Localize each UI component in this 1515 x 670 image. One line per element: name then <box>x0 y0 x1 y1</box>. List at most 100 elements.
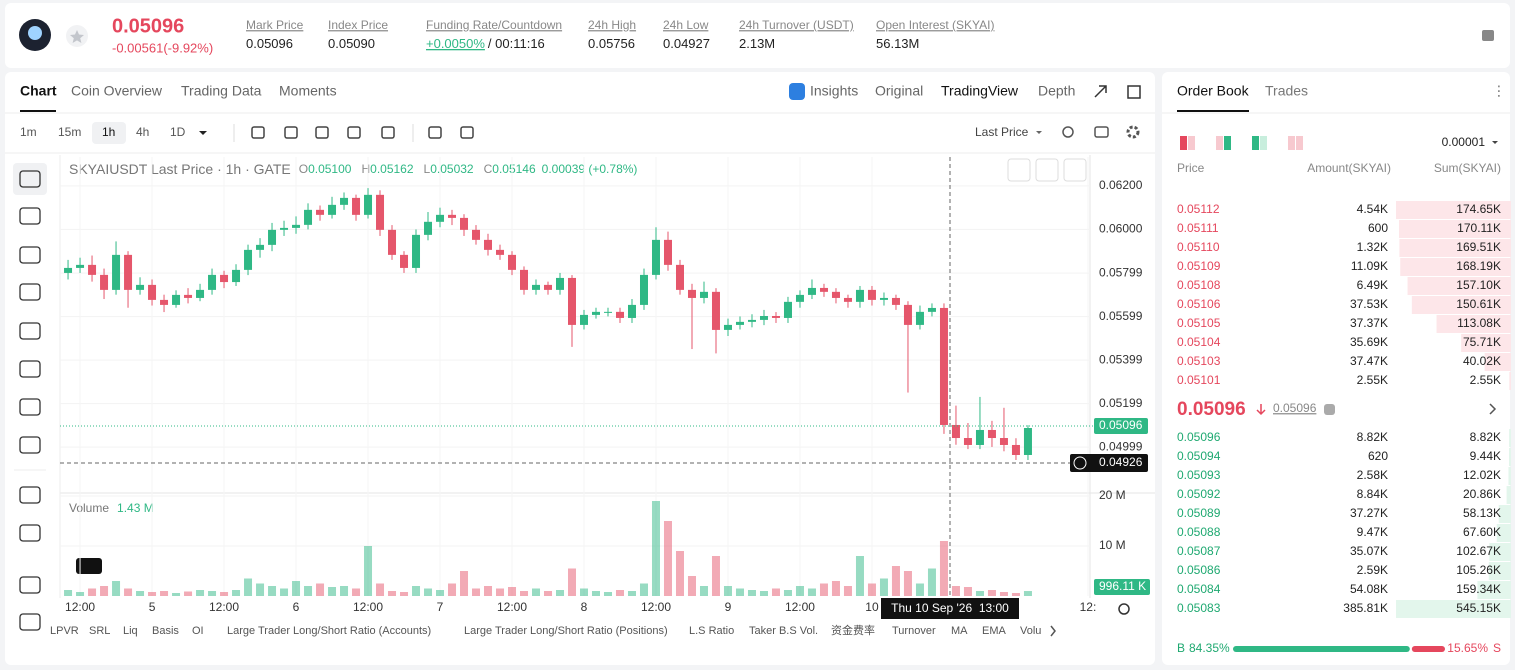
toolbar-icon[interactable] <box>251 126 265 139</box>
pane-button[interactable] <box>1007 158 1031 182</box>
stat-label: Index Price <box>328 18 388 32</box>
ob-layout-icon[interactable] <box>1216 136 1223 150</box>
chart-panel <box>5 72 1155 665</box>
drawing-tool[interactable] <box>19 398 41 416</box>
toolbar-icon[interactable] <box>284 126 298 139</box>
ob-layout-icon[interactable] <box>1180 136 1187 150</box>
interval[interactable]: 1h <box>102 125 115 139</box>
volume-bar <box>987 590 996 596</box>
indicator[interactable]: SRL <box>89 625 110 637</box>
candle-body <box>651 239 660 275</box>
candle-body <box>939 307 948 425</box>
interval[interactable]: 1m <box>20 125 37 139</box>
depth-bar <box>1508 467 1511 485</box>
indicator[interactable]: Volu <box>1020 625 1041 637</box>
settings-icon[interactable] <box>1118 603 1130 615</box>
indicator-next[interactable] <box>1050 625 1056 637</box>
toolbar-icon[interactable] <box>315 126 329 139</box>
settings-icon[interactable] <box>1126 125 1140 139</box>
x-tick-label: 12:00 <box>641 600 671 614</box>
volume-bar <box>76 592 85 596</box>
indicator[interactable]: EMA <box>982 625 1007 637</box>
indicator[interactable]: MA <box>951 625 968 637</box>
indicator[interactable]: Taker B.S Vol. <box>749 625 818 637</box>
stat-label: 24h Low <box>663 18 709 32</box>
candle-body <box>304 209 313 225</box>
drawing-tool[interactable] <box>19 246 41 264</box>
menu-icon[interactable]: ⋮ <box>1492 83 1506 99</box>
ob-layout-icon[interactable] <box>1288 136 1295 150</box>
drawing-tool[interactable] <box>19 576 41 594</box>
tab[interactable]: Moments <box>279 83 337 99</box>
indicator[interactable]: Basis <box>152 625 179 637</box>
window-icon[interactable] <box>1127 85 1141 99</box>
trades-tab[interactable]: Trades <box>1265 83 1308 99</box>
indicator[interactable]: LPVR <box>50 625 79 637</box>
tab[interactable]: Trading Data <box>181 83 262 99</box>
y-tick-label: 0.06000 <box>1099 222 1143 236</box>
camera-icon[interactable] <box>1094 126 1109 138</box>
candle-body <box>184 294 193 298</box>
volume-bar <box>400 592 409 596</box>
ob-amount: 1.32K <box>1357 240 1388 254</box>
expand-icon[interactable] <box>1094 85 1107 98</box>
indicator[interactable]: Large Trader Long/Short Ratio (Positions… <box>464 625 668 637</box>
indicator[interactable]: Turnover <box>892 625 936 637</box>
drawing-tool[interactable] <box>19 613 41 631</box>
drawing-tool[interactable] <box>19 207 41 225</box>
pane-button[interactable] <box>1063 158 1087 182</box>
depth-bar <box>1506 486 1511 504</box>
price-source[interactable]: Last Price <box>975 125 1029 139</box>
toolbar-icon[interactable] <box>381 126 395 139</box>
volume-bar <box>196 590 205 596</box>
toolbar-icon[interactable] <box>428 126 442 139</box>
buy-key: B <box>1177 641 1185 655</box>
indicator[interactable]: Liq <box>123 625 138 637</box>
ob-title[interactable]: Order Book <box>1177 83 1250 99</box>
view-tab[interactable]: Insights <box>810 83 858 99</box>
tab[interactable]: Chart <box>20 83 57 99</box>
header-icon[interactable] <box>1482 30 1494 41</box>
volume-bar <box>88 588 97 596</box>
volume-bar <box>651 501 660 596</box>
drawing-tool[interactable] <box>19 283 41 301</box>
precision[interactable]: 0.00001 <box>1442 135 1486 149</box>
ob-layout-icon[interactable] <box>1252 136 1259 150</box>
candle-body <box>579 314 588 325</box>
volume-bar <box>819 583 828 596</box>
chevron[interactable] <box>1489 403 1497 415</box>
drawing-tool[interactable] <box>19 436 41 454</box>
drawing-tool[interactable] <box>19 524 41 542</box>
candle-body <box>627 304 636 318</box>
candle-body <box>412 234 421 268</box>
volume-bar <box>975 591 984 596</box>
indicator[interactable]: 资金费率 <box>831 623 875 637</box>
candle-body <box>843 297 852 302</box>
candle-body <box>951 424 960 439</box>
pane-button[interactable] <box>1035 158 1059 182</box>
view-tab[interactable]: Depth <box>1038 83 1075 99</box>
toolbar-icon[interactable] <box>460 126 474 139</box>
indicator[interactable]: OI <box>192 625 204 637</box>
candle-body <box>675 264 684 290</box>
view-tab[interactable]: TradingView <box>941 83 1019 99</box>
legend-value: 0.05100 <box>308 162 352 176</box>
interval[interactable]: 4h <box>136 125 149 139</box>
toolbar-icon[interactable] <box>347 126 361 139</box>
search-icon[interactable] <box>1062 126 1074 138</box>
candle-body <box>64 267 73 273</box>
header-change: -0.00561(-9.92%) <box>112 40 213 55</box>
view-tab[interactable]: Original <box>875 83 923 99</box>
drawing-tool[interactable] <box>19 486 41 504</box>
indicator[interactable]: Large Trader Long/Short Ratio (Accounts) <box>227 625 431 637</box>
candle-body <box>220 274 229 283</box>
drawing-tool[interactable] <box>19 170 41 188</box>
drawing-tool[interactable] <box>19 360 41 378</box>
drawing-tool[interactable] <box>19 322 41 340</box>
interval[interactable]: 15m <box>58 125 81 139</box>
interval[interactable]: 1D <box>170 125 186 139</box>
tab[interactable]: Coin Overview <box>71 83 163 99</box>
candle-body <box>340 197 349 205</box>
crosshair-time: Thu 10 Sep '26 13:00 <box>891 601 1009 615</box>
indicator[interactable]: L.S Ratio <box>689 625 734 637</box>
